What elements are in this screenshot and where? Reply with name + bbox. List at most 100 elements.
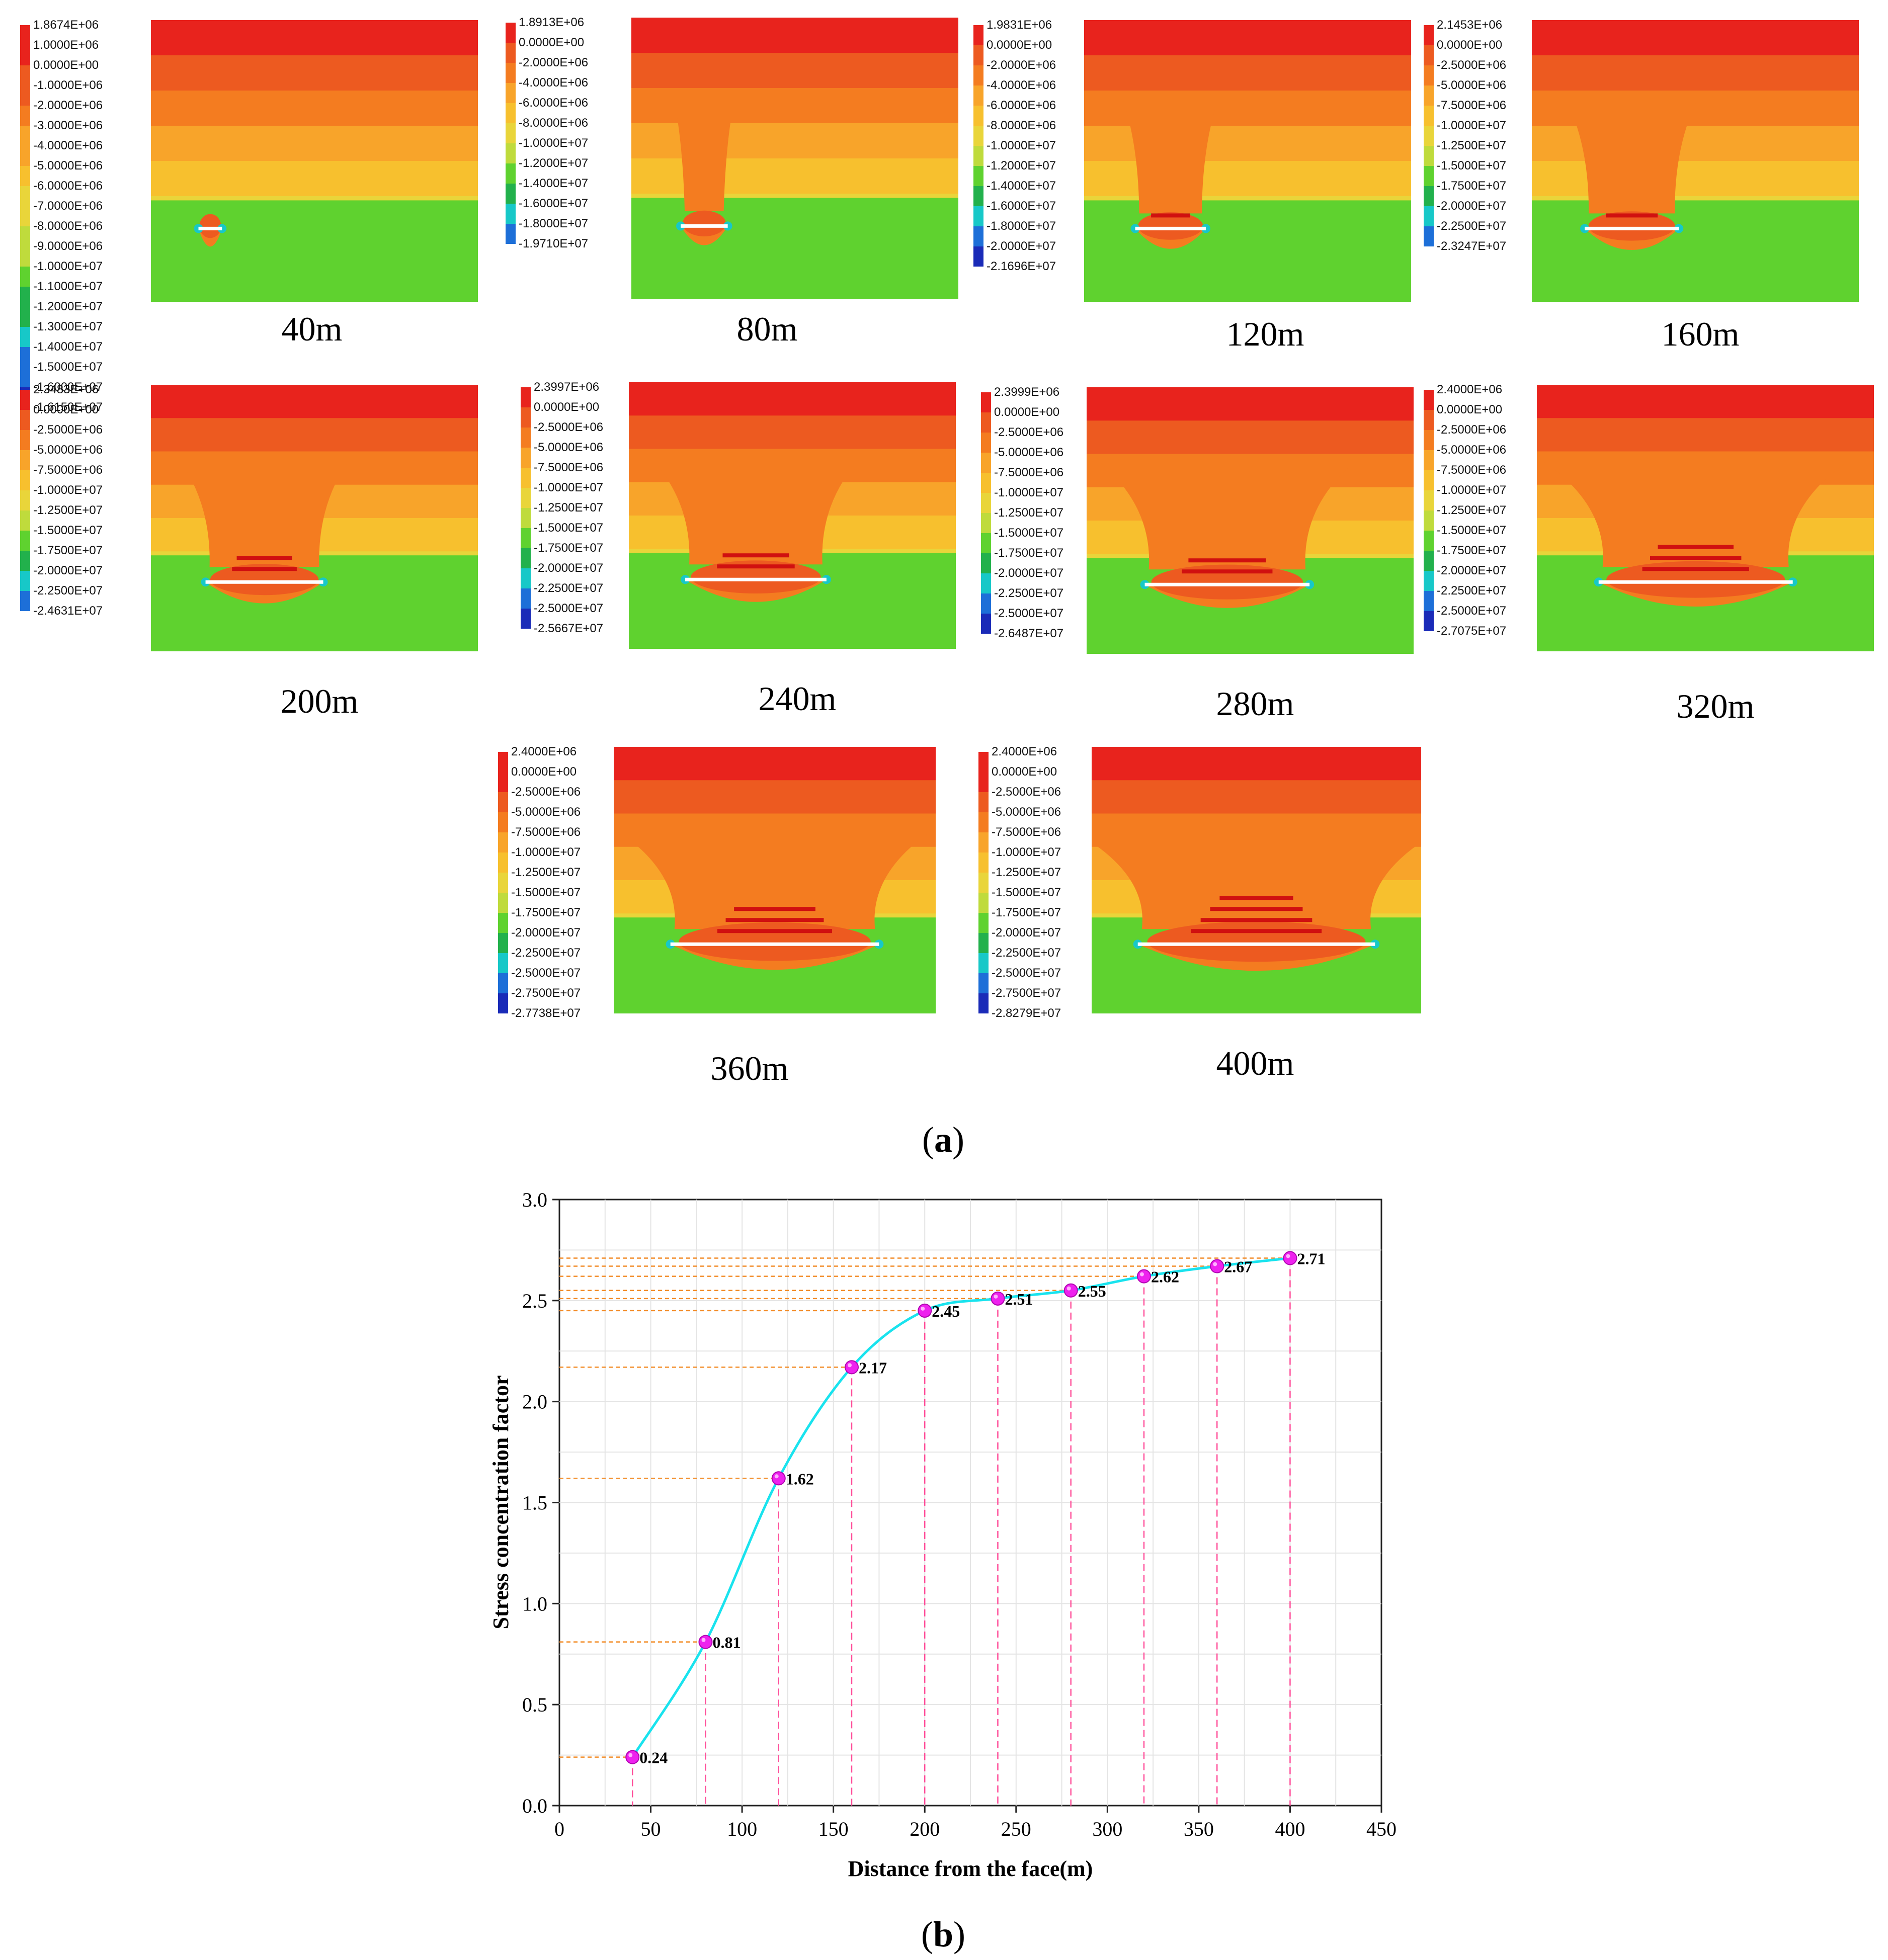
legend-label: -1.6150E+07 xyxy=(33,400,103,414)
data-point xyxy=(918,1303,932,1318)
x-tick-label: 50 xyxy=(641,1818,661,1840)
fracture-streak xyxy=(1200,918,1312,922)
legend-label: 2.3997E+06 xyxy=(534,380,600,394)
legend-label: -1.0000E+07 xyxy=(1437,119,1507,132)
legend-label: -8.0000E+06 xyxy=(987,119,1056,132)
legend-swatch xyxy=(498,853,508,873)
legend-swatch xyxy=(20,267,30,287)
stress-contour-plot xyxy=(151,385,478,651)
data-label: 2.51 xyxy=(1005,1290,1033,1308)
legend-label: -6.0000E+06 xyxy=(519,96,589,110)
legend-swatch xyxy=(20,226,30,246)
legend-color-bar xyxy=(1424,25,1434,246)
legend-label: -2.2500E+07 xyxy=(534,581,604,595)
legend-label: -7.5000E+06 xyxy=(1437,463,1507,477)
legend-swatch xyxy=(1424,86,1434,106)
legend-label: -1.8000E+07 xyxy=(519,217,589,230)
x-tick-label: 300 xyxy=(1092,1818,1122,1840)
stress-band xyxy=(629,415,956,450)
legend-label: -2.5667E+07 xyxy=(534,622,604,635)
legend-swatch xyxy=(1424,430,1434,450)
legend-label: -1.3000E+07 xyxy=(33,320,103,333)
legend-label: 0.0000E+00 xyxy=(994,405,1060,419)
legend-label: -6.0000E+06 xyxy=(987,99,1056,112)
abutment-peak xyxy=(201,577,210,587)
legend-swatch xyxy=(521,488,531,508)
y-tick-label: 2.0 xyxy=(522,1391,547,1413)
panel-caption: 40m xyxy=(281,310,343,348)
y-tick-label: 0.0 xyxy=(522,1795,547,1817)
contour-panel-40m: 1.8674E+06 1.0000E+06 0.0000E+00 -1.0000E+0… xyxy=(20,19,483,413)
legend-label: 1.9831E+06 xyxy=(987,18,1052,32)
core-zone xyxy=(199,214,221,238)
contour-svg xyxy=(1084,20,1411,302)
y-tick-label: 2.5 xyxy=(522,1290,547,1312)
data-point-highlight xyxy=(701,1638,706,1642)
legend-swatch xyxy=(973,25,983,45)
legend-swatch xyxy=(973,166,983,186)
core-zone xyxy=(679,922,871,961)
legend-label: -2.0000E+06 xyxy=(987,58,1056,72)
legend-swatch xyxy=(20,25,30,45)
legend-label: 0.0000E+00 xyxy=(534,400,600,414)
legend-swatch xyxy=(973,65,983,86)
legend-label: -2.5000E+07 xyxy=(994,607,1064,620)
legend-swatch xyxy=(521,407,531,428)
legend-label: -1.9710E+07 xyxy=(519,237,589,250)
legend-label: -2.0000E+06 xyxy=(519,56,589,69)
legend-label: -2.2500E+07 xyxy=(1437,219,1507,233)
data-point xyxy=(1136,1269,1151,1284)
legend-label: -2.2500E+07 xyxy=(511,946,581,960)
legend-label: -1.0000E+06 xyxy=(33,78,103,92)
legend-label: -1.0000E+07 xyxy=(511,845,581,859)
legend-label: -5.0000E+06 xyxy=(992,805,1061,819)
fracture-streak xyxy=(1182,569,1273,574)
stress-contour-plot xyxy=(1532,20,1859,302)
contour-panel-200m: 2.3483E+06 0.0000E+00 -2.5000E+06 -5.0000E+… xyxy=(20,384,483,656)
legend-label: -4.0000E+06 xyxy=(33,139,103,152)
relaxation-zone xyxy=(649,457,862,565)
legend-label: 0.0000E+00 xyxy=(511,765,577,779)
abutment-peak xyxy=(1594,577,1603,587)
stress-band xyxy=(1092,747,1421,781)
legend-label: -2.6487E+07 xyxy=(994,627,1064,640)
legend-swatch xyxy=(506,63,516,83)
legend-label: -1.6000E+07 xyxy=(33,380,103,394)
legend-label: -2.5000E+06 xyxy=(1437,423,1507,437)
legend-swatch xyxy=(981,513,991,533)
legend-swatch xyxy=(20,390,30,410)
legend-label: -7.5000E+06 xyxy=(994,466,1064,479)
legend-label: -2.7738E+07 xyxy=(511,1006,581,1020)
legend-swatch xyxy=(521,508,531,528)
data-label: 2.55 xyxy=(1078,1282,1106,1300)
stress-contour-plot xyxy=(1092,747,1421,1013)
legend-swatch xyxy=(20,86,30,106)
legend-swatch xyxy=(1424,146,1434,166)
core-zone xyxy=(210,564,319,595)
data-point-highlight xyxy=(1139,1272,1144,1276)
contour-panel-160m: 2.1453E+06 0.0000E+00 -2.5000E+06 -5.0000E+… xyxy=(1424,19,1886,302)
legend-label: -1.7500E+07 xyxy=(992,906,1061,919)
fracture-streak xyxy=(1210,907,1303,911)
contour-svg xyxy=(151,20,478,302)
legend-label: 0.0000E+00 xyxy=(1437,403,1503,416)
legend-swatch xyxy=(20,186,30,206)
panel-caption: 360m xyxy=(710,1049,789,1087)
legend-label: -1.0000E+07 xyxy=(994,486,1064,499)
legend-swatch xyxy=(1424,510,1434,531)
legend-label: -2.7075E+07 xyxy=(1437,624,1507,638)
stress-contour-plot xyxy=(1084,20,1411,302)
legend-swatch xyxy=(1424,531,1434,551)
data-point xyxy=(771,1471,786,1486)
legend-swatch xyxy=(978,792,989,812)
legend-swatch xyxy=(978,812,989,832)
legend-label: -1.2500E+07 xyxy=(534,501,604,515)
legend-swatch xyxy=(521,528,531,548)
relaxation-zone xyxy=(179,459,350,567)
legend-swatch xyxy=(20,367,30,387)
data-label: 2.71 xyxy=(1297,1249,1325,1267)
legend-label: -1.7500E+07 xyxy=(1437,179,1507,193)
data-label: 2.45 xyxy=(932,1302,960,1320)
stress-band xyxy=(1084,55,1411,91)
stress-band xyxy=(151,20,478,56)
